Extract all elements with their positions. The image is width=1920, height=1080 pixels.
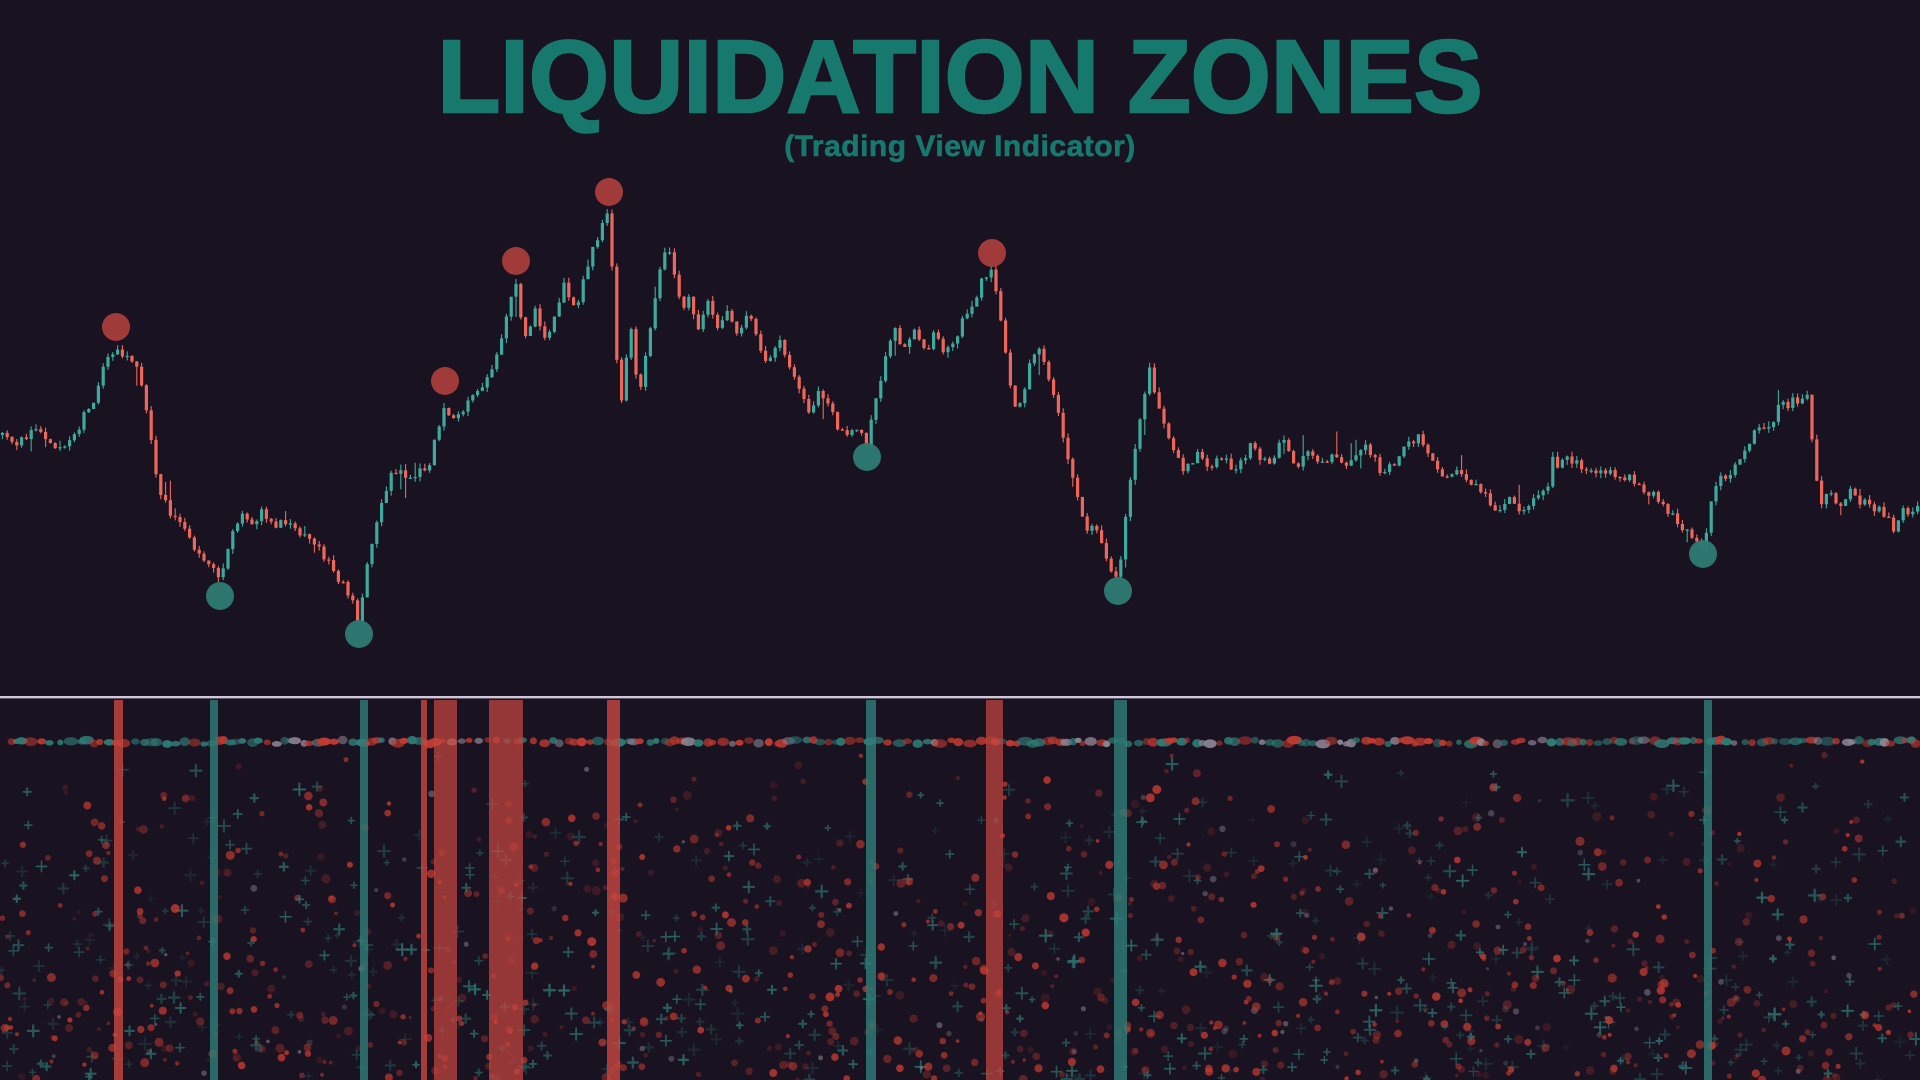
panel-divider (0, 696, 1920, 699)
candlestick-series (0, 209, 1920, 625)
liquidation-markers (102, 178, 1717, 648)
heatmap-scatter (0, 735, 1920, 1080)
liquidation-zone-bars (114, 700, 1712, 1080)
